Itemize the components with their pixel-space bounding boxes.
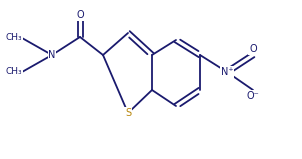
Text: O: O (76, 10, 84, 20)
Text: CH₃: CH₃ (5, 34, 22, 42)
Text: O: O (249, 44, 257, 54)
Text: N⁺: N⁺ (221, 67, 233, 77)
Text: N: N (48, 50, 56, 60)
Text: S: S (125, 108, 131, 118)
Text: O⁻: O⁻ (247, 91, 259, 101)
Text: CH₃: CH₃ (5, 68, 22, 76)
